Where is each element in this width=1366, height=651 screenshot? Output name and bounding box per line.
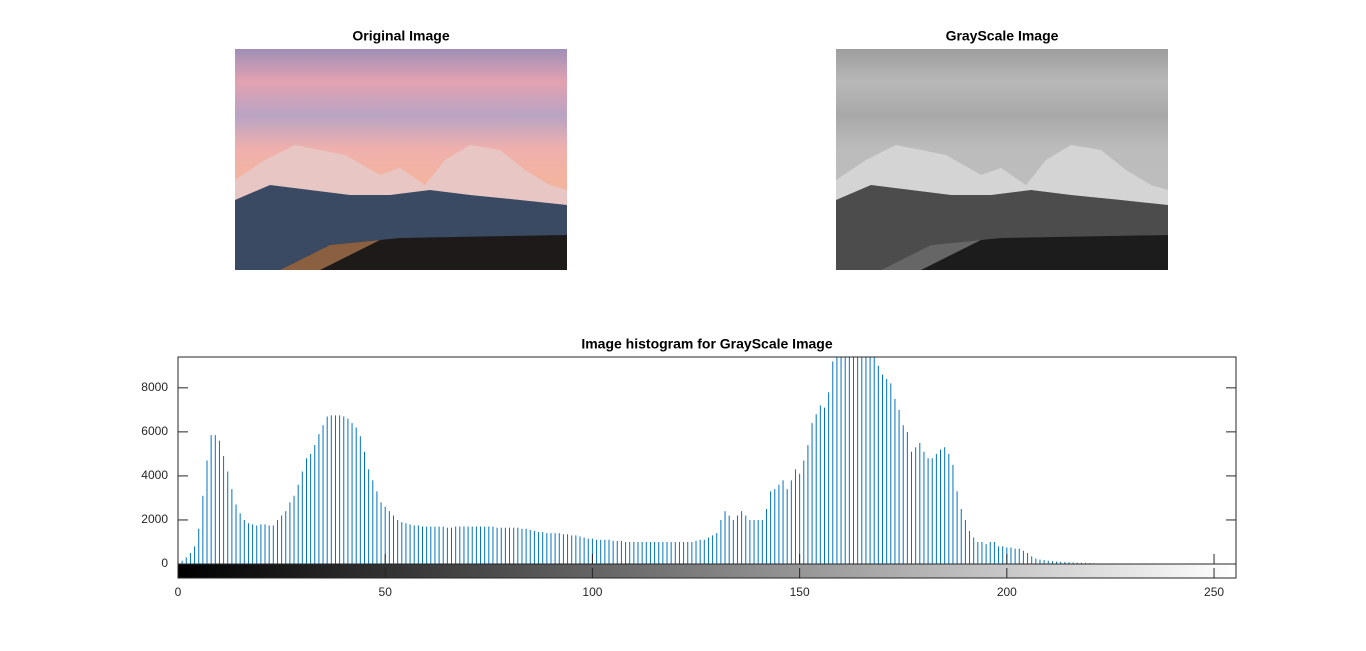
image-title: Original Image (352, 28, 449, 44)
colorbar (178, 564, 1236, 578)
image-title: GrayScale Image (946, 28, 1059, 44)
y-tick-label: 4000 (141, 468, 168, 482)
y-tick-label: 6000 (141, 424, 168, 438)
x-tick-label: 50 (379, 585, 393, 599)
x-tick-label: 0 (175, 585, 182, 599)
x-tick-label: 150 (790, 585, 810, 599)
grayscale-image (836, 49, 1168, 270)
x-tick-label: 250 (1204, 585, 1224, 599)
axes-box (177, 356, 1237, 579)
x-tick-label: 100 (582, 585, 602, 599)
original-image (235, 49, 567, 270)
x-tick-label: 200 (997, 585, 1017, 599)
y-tick-label: 0 (161, 556, 168, 570)
y-tick-label: 8000 (141, 380, 168, 394)
chart-title: Image histogram for GrayScale Image (581, 336, 833, 352)
y-tick-label: 2000 (141, 512, 168, 526)
plot-area (178, 357, 1103, 564)
